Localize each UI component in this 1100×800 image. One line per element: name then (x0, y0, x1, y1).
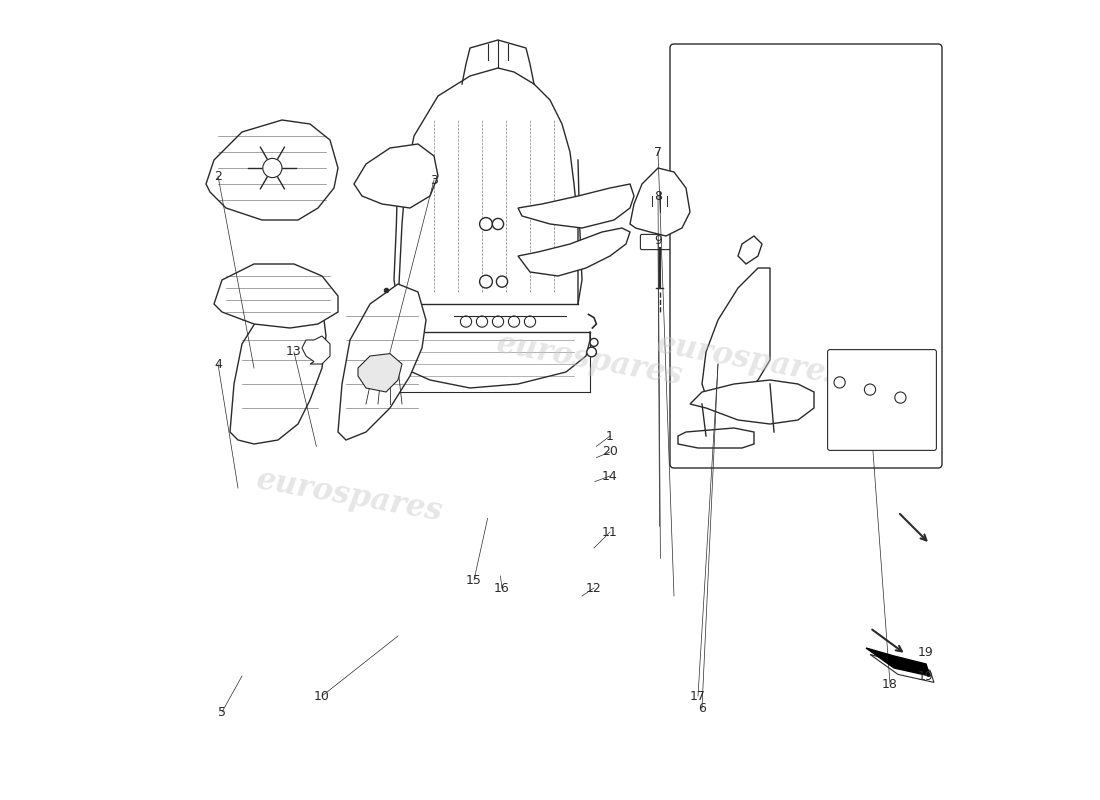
Text: 8: 8 (654, 190, 662, 202)
FancyBboxPatch shape (827, 350, 936, 450)
Text: 10: 10 (315, 690, 330, 702)
FancyBboxPatch shape (640, 234, 688, 250)
Polygon shape (302, 336, 330, 364)
Polygon shape (690, 380, 814, 424)
Text: 9: 9 (654, 234, 662, 246)
Polygon shape (358, 354, 402, 392)
Text: 7: 7 (654, 146, 662, 158)
Circle shape (894, 392, 906, 403)
Text: 5: 5 (218, 706, 226, 718)
Text: 18: 18 (882, 678, 898, 690)
Polygon shape (678, 428, 754, 448)
Text: 12: 12 (586, 582, 602, 594)
Text: eurospares: eurospares (494, 328, 685, 392)
Text: 20: 20 (602, 446, 618, 458)
Text: 2: 2 (214, 170, 222, 182)
Circle shape (496, 276, 507, 287)
Text: 17: 17 (690, 690, 706, 702)
Polygon shape (518, 228, 630, 276)
Polygon shape (206, 120, 338, 220)
Text: 4: 4 (214, 358, 222, 370)
Polygon shape (738, 236, 762, 264)
Text: 19: 19 (918, 670, 934, 682)
Polygon shape (630, 168, 690, 236)
Text: 1: 1 (606, 430, 614, 442)
FancyBboxPatch shape (670, 44, 942, 468)
Polygon shape (230, 292, 326, 444)
Polygon shape (354, 144, 438, 208)
Text: 15: 15 (466, 574, 482, 586)
Circle shape (865, 384, 876, 395)
Text: 13: 13 (286, 346, 301, 358)
Text: 14: 14 (602, 470, 618, 482)
Circle shape (263, 158, 282, 178)
Text: eurospares: eurospares (654, 328, 846, 392)
Polygon shape (870, 654, 934, 682)
Text: 6: 6 (698, 702, 706, 714)
Text: eurospares: eurospares (254, 464, 446, 528)
Text: 11: 11 (602, 526, 618, 538)
Polygon shape (338, 284, 426, 440)
Text: 16: 16 (494, 582, 510, 594)
Circle shape (586, 347, 596, 357)
Text: 3: 3 (430, 174, 438, 186)
Circle shape (834, 377, 845, 388)
Circle shape (493, 218, 504, 230)
Circle shape (480, 218, 493, 230)
Circle shape (480, 275, 493, 288)
Circle shape (590, 338, 598, 346)
Text: 19: 19 (918, 646, 934, 658)
Polygon shape (702, 268, 770, 404)
Polygon shape (518, 184, 634, 228)
Polygon shape (866, 648, 930, 676)
Polygon shape (214, 264, 338, 328)
